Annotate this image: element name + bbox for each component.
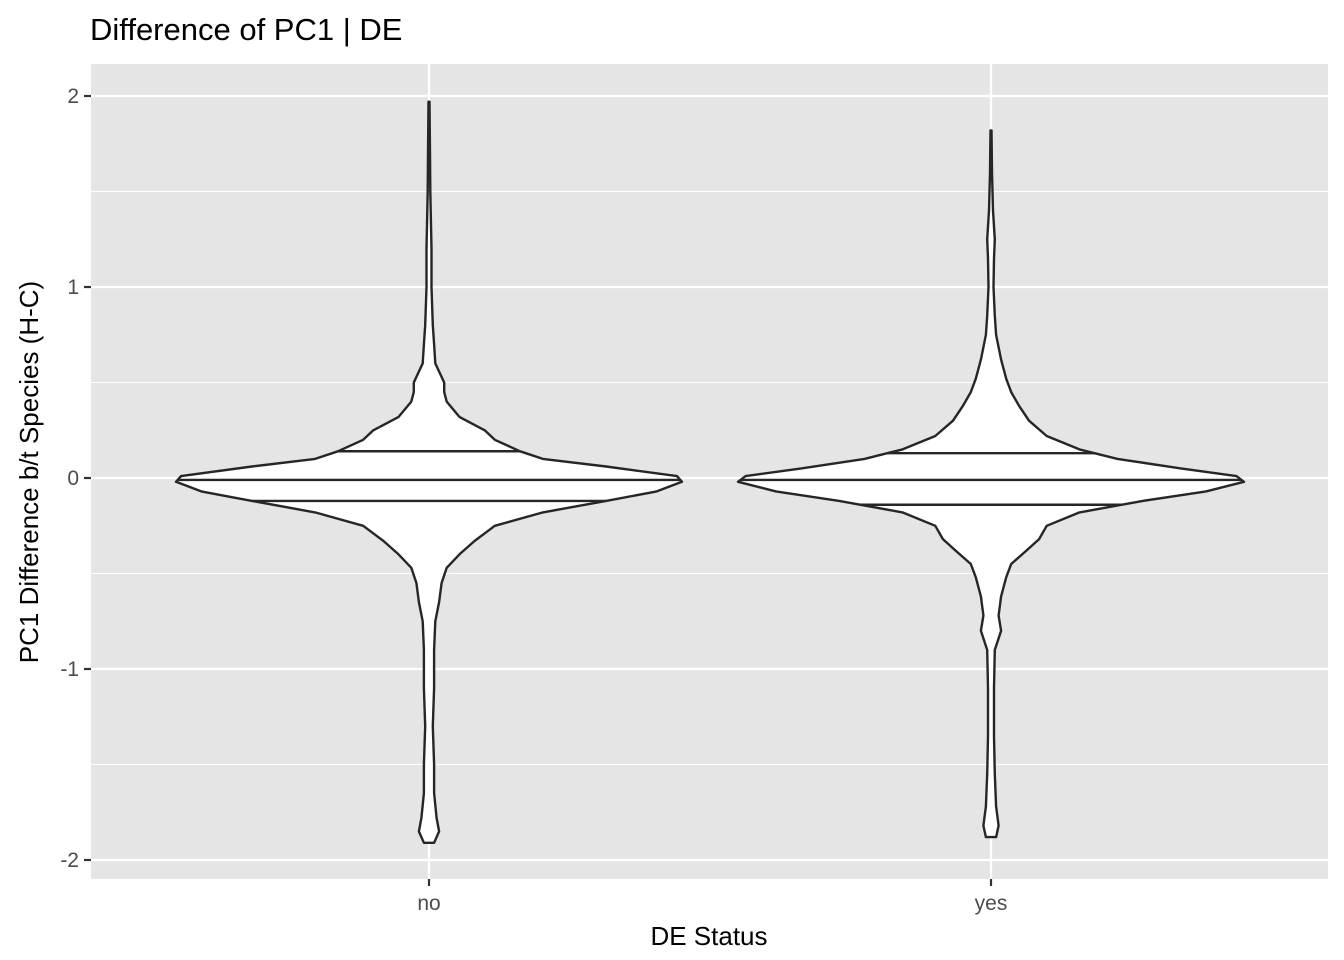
violin-yes	[736, 129, 1246, 839]
violin-layer	[174, 100, 1246, 844]
x-tick-label: yes	[975, 892, 1008, 915]
x-axis-title: DE Status	[650, 921, 767, 951]
violin-no	[174, 100, 684, 844]
y-axis: -2 -1 0 1 2	[60, 85, 91, 872]
y-tick-label: -2	[60, 849, 79, 872]
x-axis: no yes	[417, 879, 1007, 915]
y-axis-title: PC1 Difference b/t Species (H-C)	[14, 281, 44, 663]
y-tick-label: -1	[60, 658, 79, 681]
chart-title: Difference of PC1 | DE	[90, 12, 402, 47]
y-tick-label: 1	[67, 276, 79, 299]
y-tick-label: 2	[67, 85, 79, 108]
y-tick-label: 0	[67, 467, 79, 490]
minor-gridlines	[91, 190, 1328, 766]
x-tick-label: no	[417, 892, 440, 915]
